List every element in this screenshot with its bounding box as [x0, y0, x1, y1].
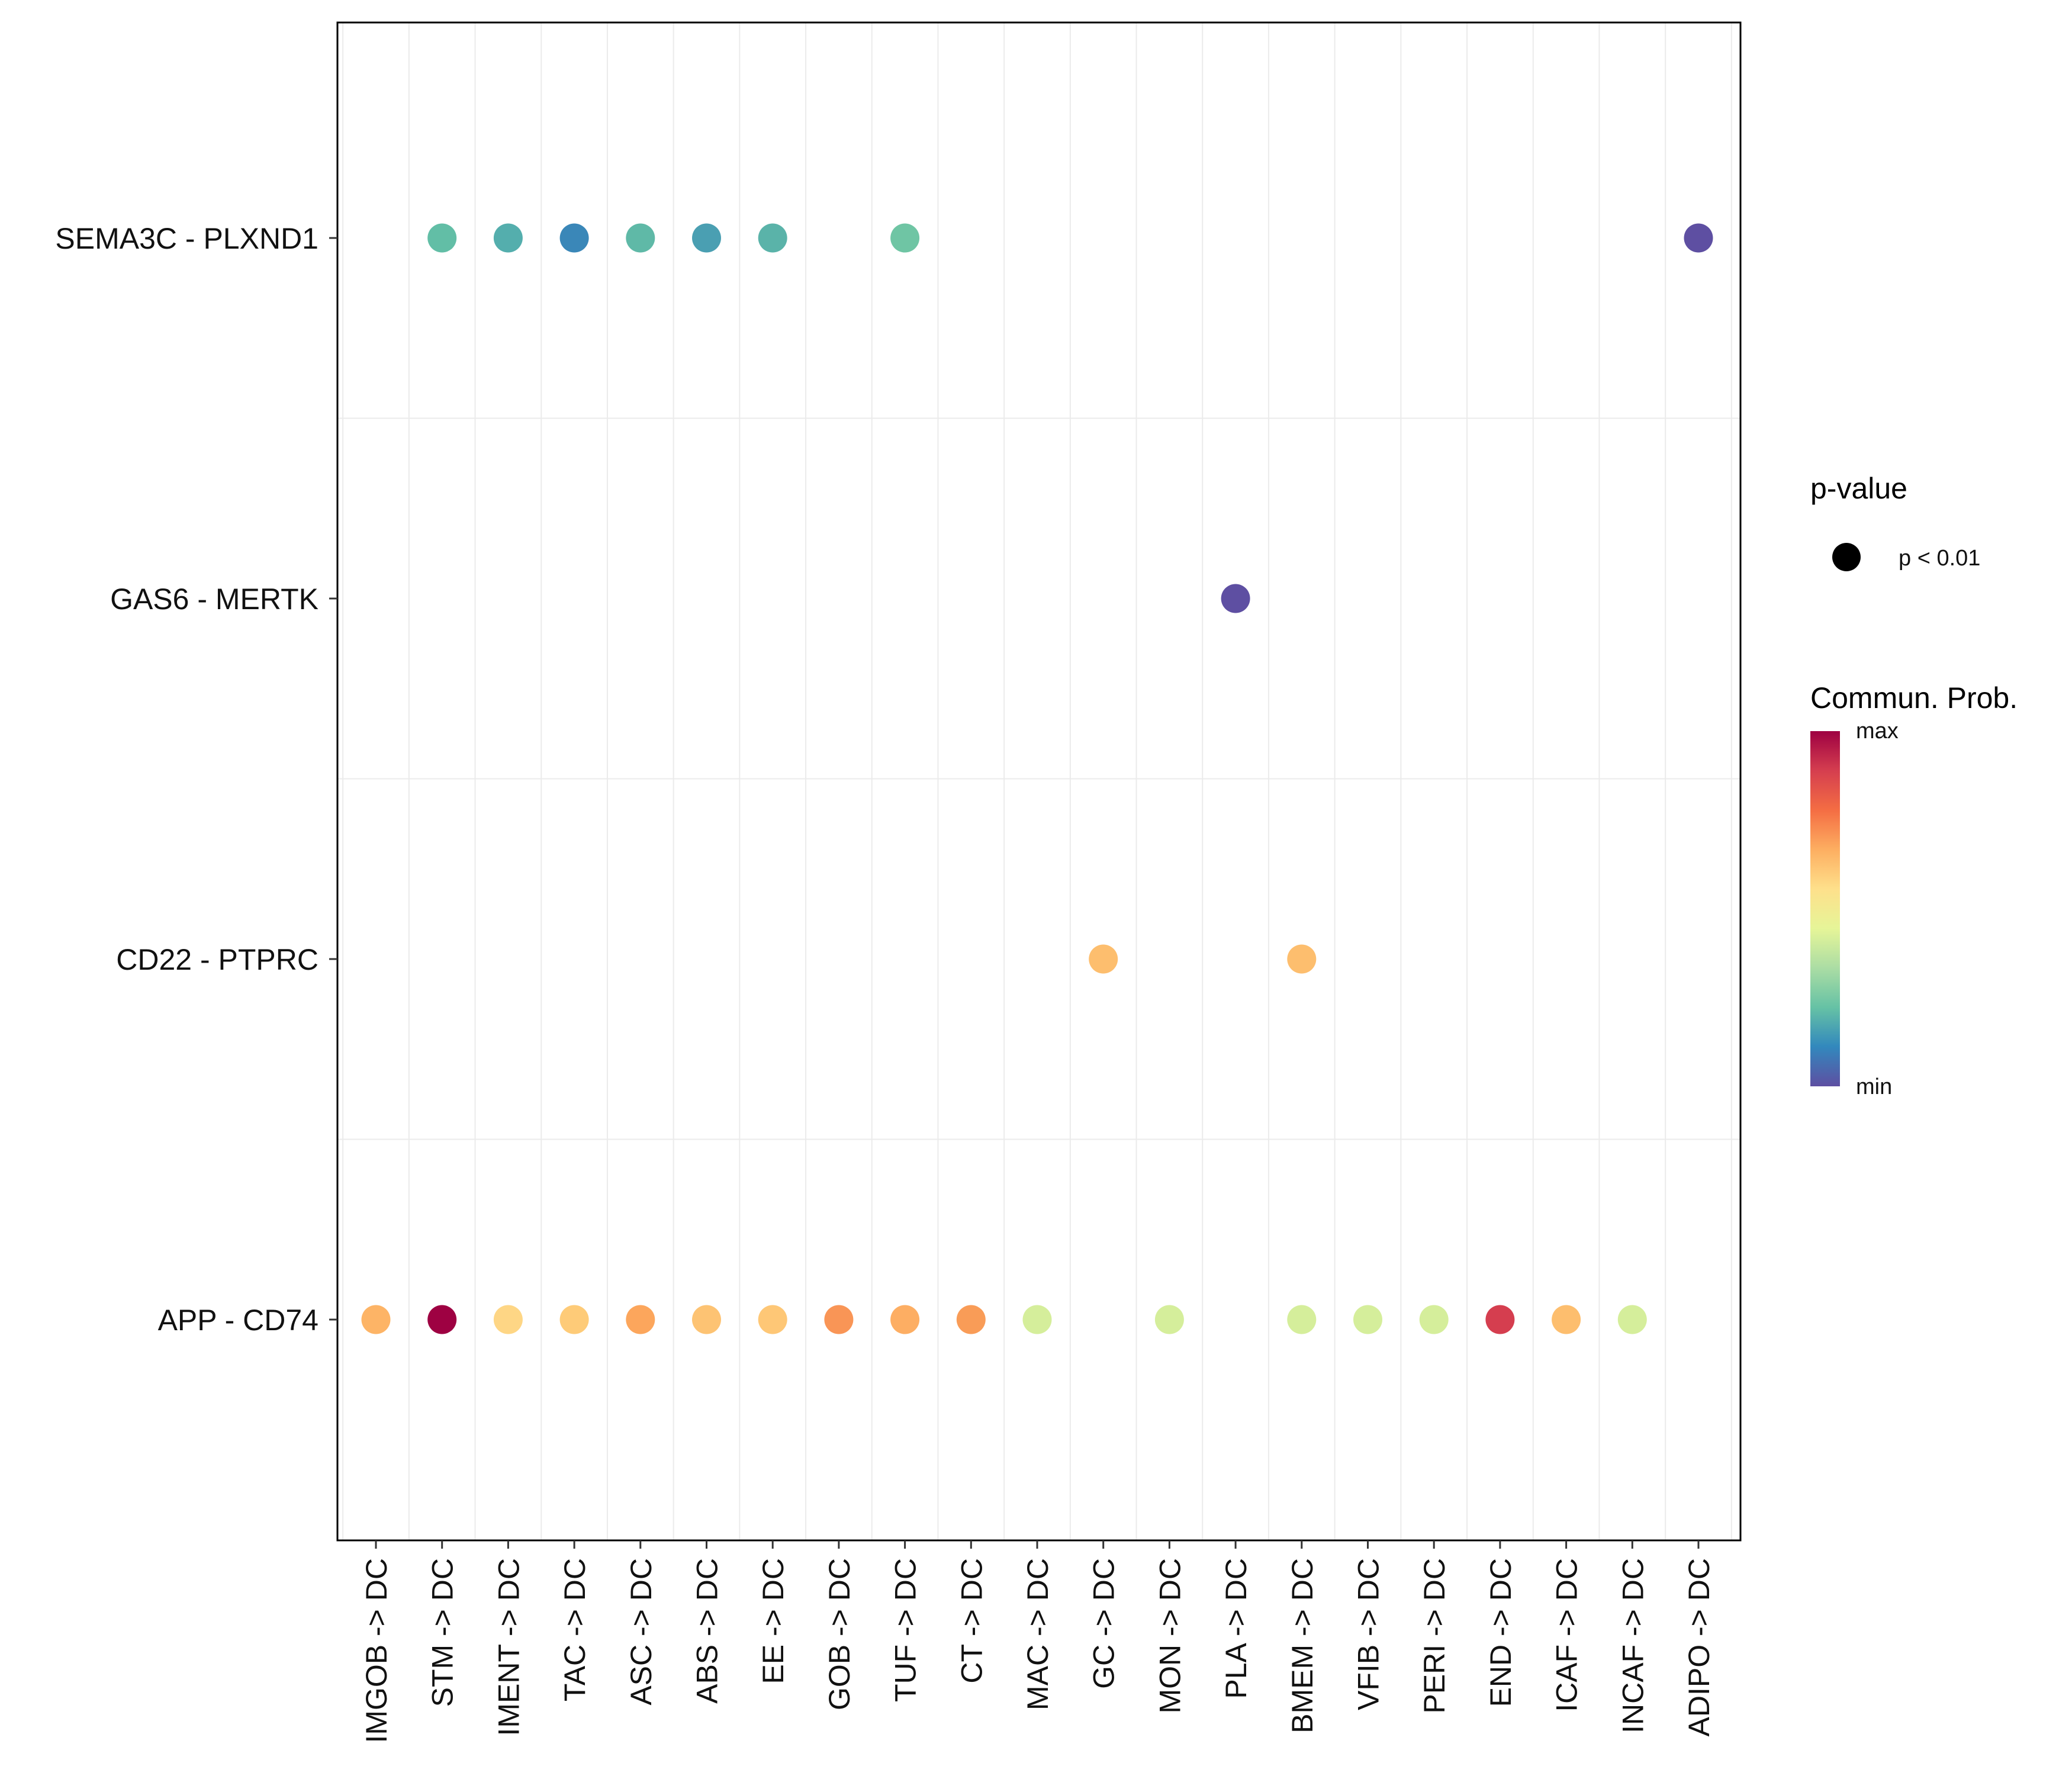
- x-tick-label: TUF -> DC: [889, 1558, 922, 1702]
- data-point: [1089, 944, 1118, 974]
- x-tick-label: VFIB -> DC: [1352, 1558, 1385, 1710]
- x-tick-label: CT -> DC: [955, 1558, 988, 1684]
- data-point: [1552, 1305, 1581, 1334]
- x-tick-label: MAC -> DC: [1021, 1558, 1054, 1710]
- data-point: [626, 1305, 655, 1334]
- x-axis: IMGOB -> DC STM -> DC IMENT -> DC TAC -> DC…: [360, 1540, 1716, 1743]
- data-point: [956, 1305, 986, 1334]
- data-point: [692, 1305, 721, 1334]
- x-tick-label: ADIPO -> DC: [1682, 1558, 1716, 1736]
- x-tick-label: MON -> DC: [1153, 1558, 1186, 1714]
- x-tick-label: GC -> DC: [1088, 1558, 1121, 1689]
- legend-size-label: p < 0.01: [1899, 546, 1980, 571]
- legend-color-min: min: [1856, 1074, 1892, 1099]
- x-tick-label: TAC -> DC: [558, 1558, 591, 1701]
- y-tick-label: APP - CD74: [158, 1304, 318, 1337]
- x-tick-label: EE -> DC: [757, 1558, 790, 1684]
- data-point: [890, 223, 920, 253]
- x-tick-label: PERI -> DC: [1418, 1558, 1451, 1714]
- data-point: [1154, 1305, 1184, 1334]
- x-tick-label: STM -> DC: [426, 1558, 459, 1707]
- data-point: [626, 223, 655, 253]
- points-layer: [361, 223, 1713, 1334]
- x-tick-label: ASC -> DC: [625, 1558, 658, 1706]
- x-tick-label: IMGOB -> DC: [360, 1558, 393, 1743]
- legend: p-value p < 0.01 Commun. Prob. max min: [1810, 472, 2018, 1099]
- data-point: [824, 1305, 854, 1334]
- x-tick-label: IMENT -> DC: [492, 1558, 525, 1736]
- data-point: [1287, 944, 1317, 974]
- x-tick-label: PLA -> DC: [1220, 1558, 1253, 1699]
- data-point: [1485, 1305, 1515, 1334]
- data-point: [692, 223, 721, 253]
- y-tick-label: CD22 - PTPRC: [116, 943, 318, 976]
- y-tick-label: GAS6 - MERTK: [110, 583, 318, 616]
- x-tick-label: END -> DC: [1484, 1558, 1517, 1707]
- data-point: [890, 1305, 920, 1334]
- legend-size-dot: [1832, 543, 1861, 571]
- data-point: [493, 223, 523, 253]
- data-point: [758, 223, 787, 253]
- legend-color-title: Commun. Prob.: [1810, 681, 2018, 715]
- data-point: [1353, 1305, 1382, 1334]
- x-tick-label: ICAF -> DC: [1550, 1558, 1584, 1712]
- data-point: [361, 1305, 391, 1334]
- x-tick-label: ABS -> DC: [691, 1558, 724, 1704]
- data-point: [1022, 1305, 1052, 1334]
- data-point: [1684, 223, 1713, 253]
- grid-layer: [337, 22, 1740, 1540]
- plot-panel-border: [336, 21, 1742, 1542]
- data-point: [1221, 584, 1250, 613]
- x-tick-label: GOB -> DC: [823, 1558, 856, 1710]
- data-point: [427, 1305, 457, 1334]
- y-tick-label: SEMA3C - PLXND1: [55, 222, 318, 255]
- data-point: [758, 1305, 787, 1334]
- data-point: [559, 1305, 589, 1334]
- legend-colorbar: [1810, 731, 1840, 1086]
- data-point: [1617, 1305, 1647, 1334]
- data-point: [493, 1305, 523, 1334]
- data-point: [559, 223, 589, 253]
- data-point: [1419, 1305, 1449, 1334]
- legend-color-max: max: [1856, 719, 1899, 744]
- legend-size-title: p-value: [1810, 472, 1907, 505]
- data-point: [427, 223, 457, 253]
- x-tick-label: INCAF -> DC: [1616, 1558, 1649, 1733]
- y-axis: SEMA3C - PLXND1 GAS6 - MERTK CD22 - PTPRC A…: [55, 222, 337, 1337]
- x-tick-label: BMEM -> DC: [1286, 1558, 1319, 1733]
- data-point: [1287, 1305, 1317, 1334]
